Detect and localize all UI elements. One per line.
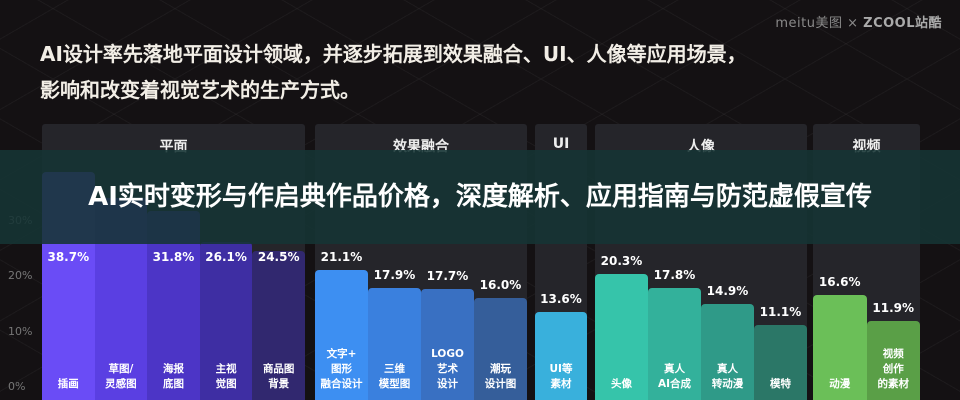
bar: UI等 素材 (535, 311, 587, 400)
bar-value-label: 20.3% (600, 254, 643, 269)
bar: 视频 创作 的素材 (866, 320, 920, 400)
brand-logo: meitu美图 × ZCOOL站酷 (775, 16, 942, 31)
bar: 潮玩 设计图 (474, 298, 527, 400)
bar-value-label: 11.9% (872, 300, 915, 315)
bar-value-label: 21.1% (320, 249, 363, 264)
bar-category-label: 视频 创作 的素材 (877, 348, 910, 390)
bar-category-label: LOGO 艺术 设计 (431, 348, 464, 390)
bar: 真人 转动漫 (701, 304, 754, 400)
bar-category-label: 三维 模型图 (378, 363, 411, 390)
y-tick-label: 10% (8, 324, 33, 338)
bar-category-label: 潮玩 设计图 (484, 363, 517, 390)
bar: 主视 觉图 (199, 242, 253, 400)
headline-line-1: AI设计率先落地平面设计领域，并逐步拓展到效果融合、UI、人像等应用场景， (40, 42, 747, 66)
bar-category-label: 插画 (57, 378, 79, 390)
bar: 真人 AI合成 (648, 288, 701, 400)
headline: AI设计率先落地平面设计领域，并逐步拓展到效果融合、UI、人像等应用场景， 影响… (40, 36, 747, 108)
bar-category-label: 草图/ 灵感图 (105, 363, 137, 390)
bar-value-label: 16.0% (479, 278, 522, 293)
bar-value-label: 11.1% (759, 305, 802, 320)
bar-category-label: 头像 (611, 378, 632, 390)
bar-value-label: 17.9% (373, 267, 416, 282)
bar-value-label: 13.6% (540, 291, 582, 306)
bar: 头像 (595, 274, 648, 400)
bar-category-label: UI等 素材 (549, 363, 573, 390)
bar: 模特 (754, 325, 807, 400)
overlay-banner: AI实时变形与作启典作品价格，深度解析、应用指南与防范虚假宣传 (0, 150, 960, 244)
bar: 三维 模型图 (368, 287, 421, 400)
headline-line-2: 影响和改变着视觉艺术的生产方式。 (40, 78, 360, 102)
bar-category-label: 动漫 (829, 378, 851, 390)
bar-category-label: 海报 底图 (162, 363, 184, 390)
group-title: UI (552, 136, 570, 152)
bar-category-label: 真人 AI合成 (657, 363, 692, 390)
bar-category-label: 文字+ 图形 融合设计 (320, 348, 363, 390)
y-tick-label: 20% (8, 269, 33, 282)
bar-value-label: 16.6% (818, 274, 861, 289)
bar-value-label: 17.7% (426, 268, 469, 283)
bar-category-label: 真人 转动漫 (711, 363, 744, 390)
bar-category-label: 模特 (770, 378, 791, 390)
bar-value-label: 26.1% (205, 250, 247, 264)
bar: 文字+ 图形 融合设计 (315, 269, 368, 400)
y-tick-label: 0% (8, 380, 26, 393)
bar-value-label: 17.8% (653, 268, 696, 283)
panel-3: 人像 头像 20.3% 真人 AI合成 17.8% 真人 转动漫 14.9% 模特 11.1% (595, 124, 807, 400)
bar-category-label: 主视 觉图 (215, 363, 237, 390)
bar-value-label: 14.9% (706, 284, 749, 299)
bar: LOGO 艺术 设计 (421, 288, 474, 400)
bar: 商品图 背景 (252, 251, 305, 400)
overlay-title: AI实时变形与作启典作品价格，深度解析、应用指南与防范虚假宣传 (88, 182, 872, 212)
bar: 动漫 (813, 294, 867, 400)
bar-value-label: 24.5% (257, 250, 300, 264)
bar-value-label: 38.7% (47, 250, 90, 264)
bar-category-label: 商品图 背景 (262, 363, 295, 390)
bar-value-label: 31.8% (152, 250, 195, 264)
